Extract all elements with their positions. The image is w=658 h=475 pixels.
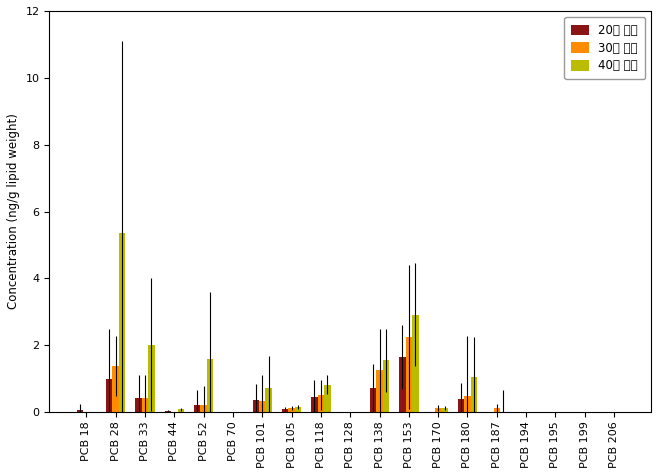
Bar <box>370 388 376 412</box>
Y-axis label: Concentration (ng/g lipid weight): Concentration (ng/g lipid weight) <box>7 114 20 310</box>
Bar <box>442 408 448 412</box>
Bar <box>194 406 201 412</box>
Bar <box>201 405 207 412</box>
Bar <box>458 399 465 412</box>
Bar <box>259 401 265 412</box>
Bar <box>77 410 83 412</box>
Bar <box>106 379 113 412</box>
Bar <box>405 337 412 412</box>
Bar <box>311 397 318 412</box>
Bar <box>164 411 171 412</box>
Bar <box>253 400 259 412</box>
Bar <box>265 388 272 412</box>
Bar <box>141 398 148 412</box>
Bar <box>148 345 155 412</box>
Bar <box>178 409 184 412</box>
Legend: 20대 산모, 30대 산모, 40대 산모: 20대 산모, 30대 산모, 40대 산모 <box>564 17 645 79</box>
Bar <box>465 396 470 412</box>
Bar <box>494 408 500 412</box>
Bar <box>412 314 418 412</box>
Bar <box>207 359 213 412</box>
Bar <box>383 361 389 412</box>
Bar <box>288 408 295 412</box>
Bar <box>136 398 141 412</box>
Bar <box>113 366 119 412</box>
Bar <box>119 233 126 412</box>
Bar <box>318 395 324 412</box>
Bar <box>324 385 330 412</box>
Bar <box>282 409 288 412</box>
Bar <box>399 357 405 412</box>
Bar <box>295 407 301 412</box>
Bar <box>435 408 442 412</box>
Bar <box>470 377 477 412</box>
Bar <box>376 370 383 412</box>
